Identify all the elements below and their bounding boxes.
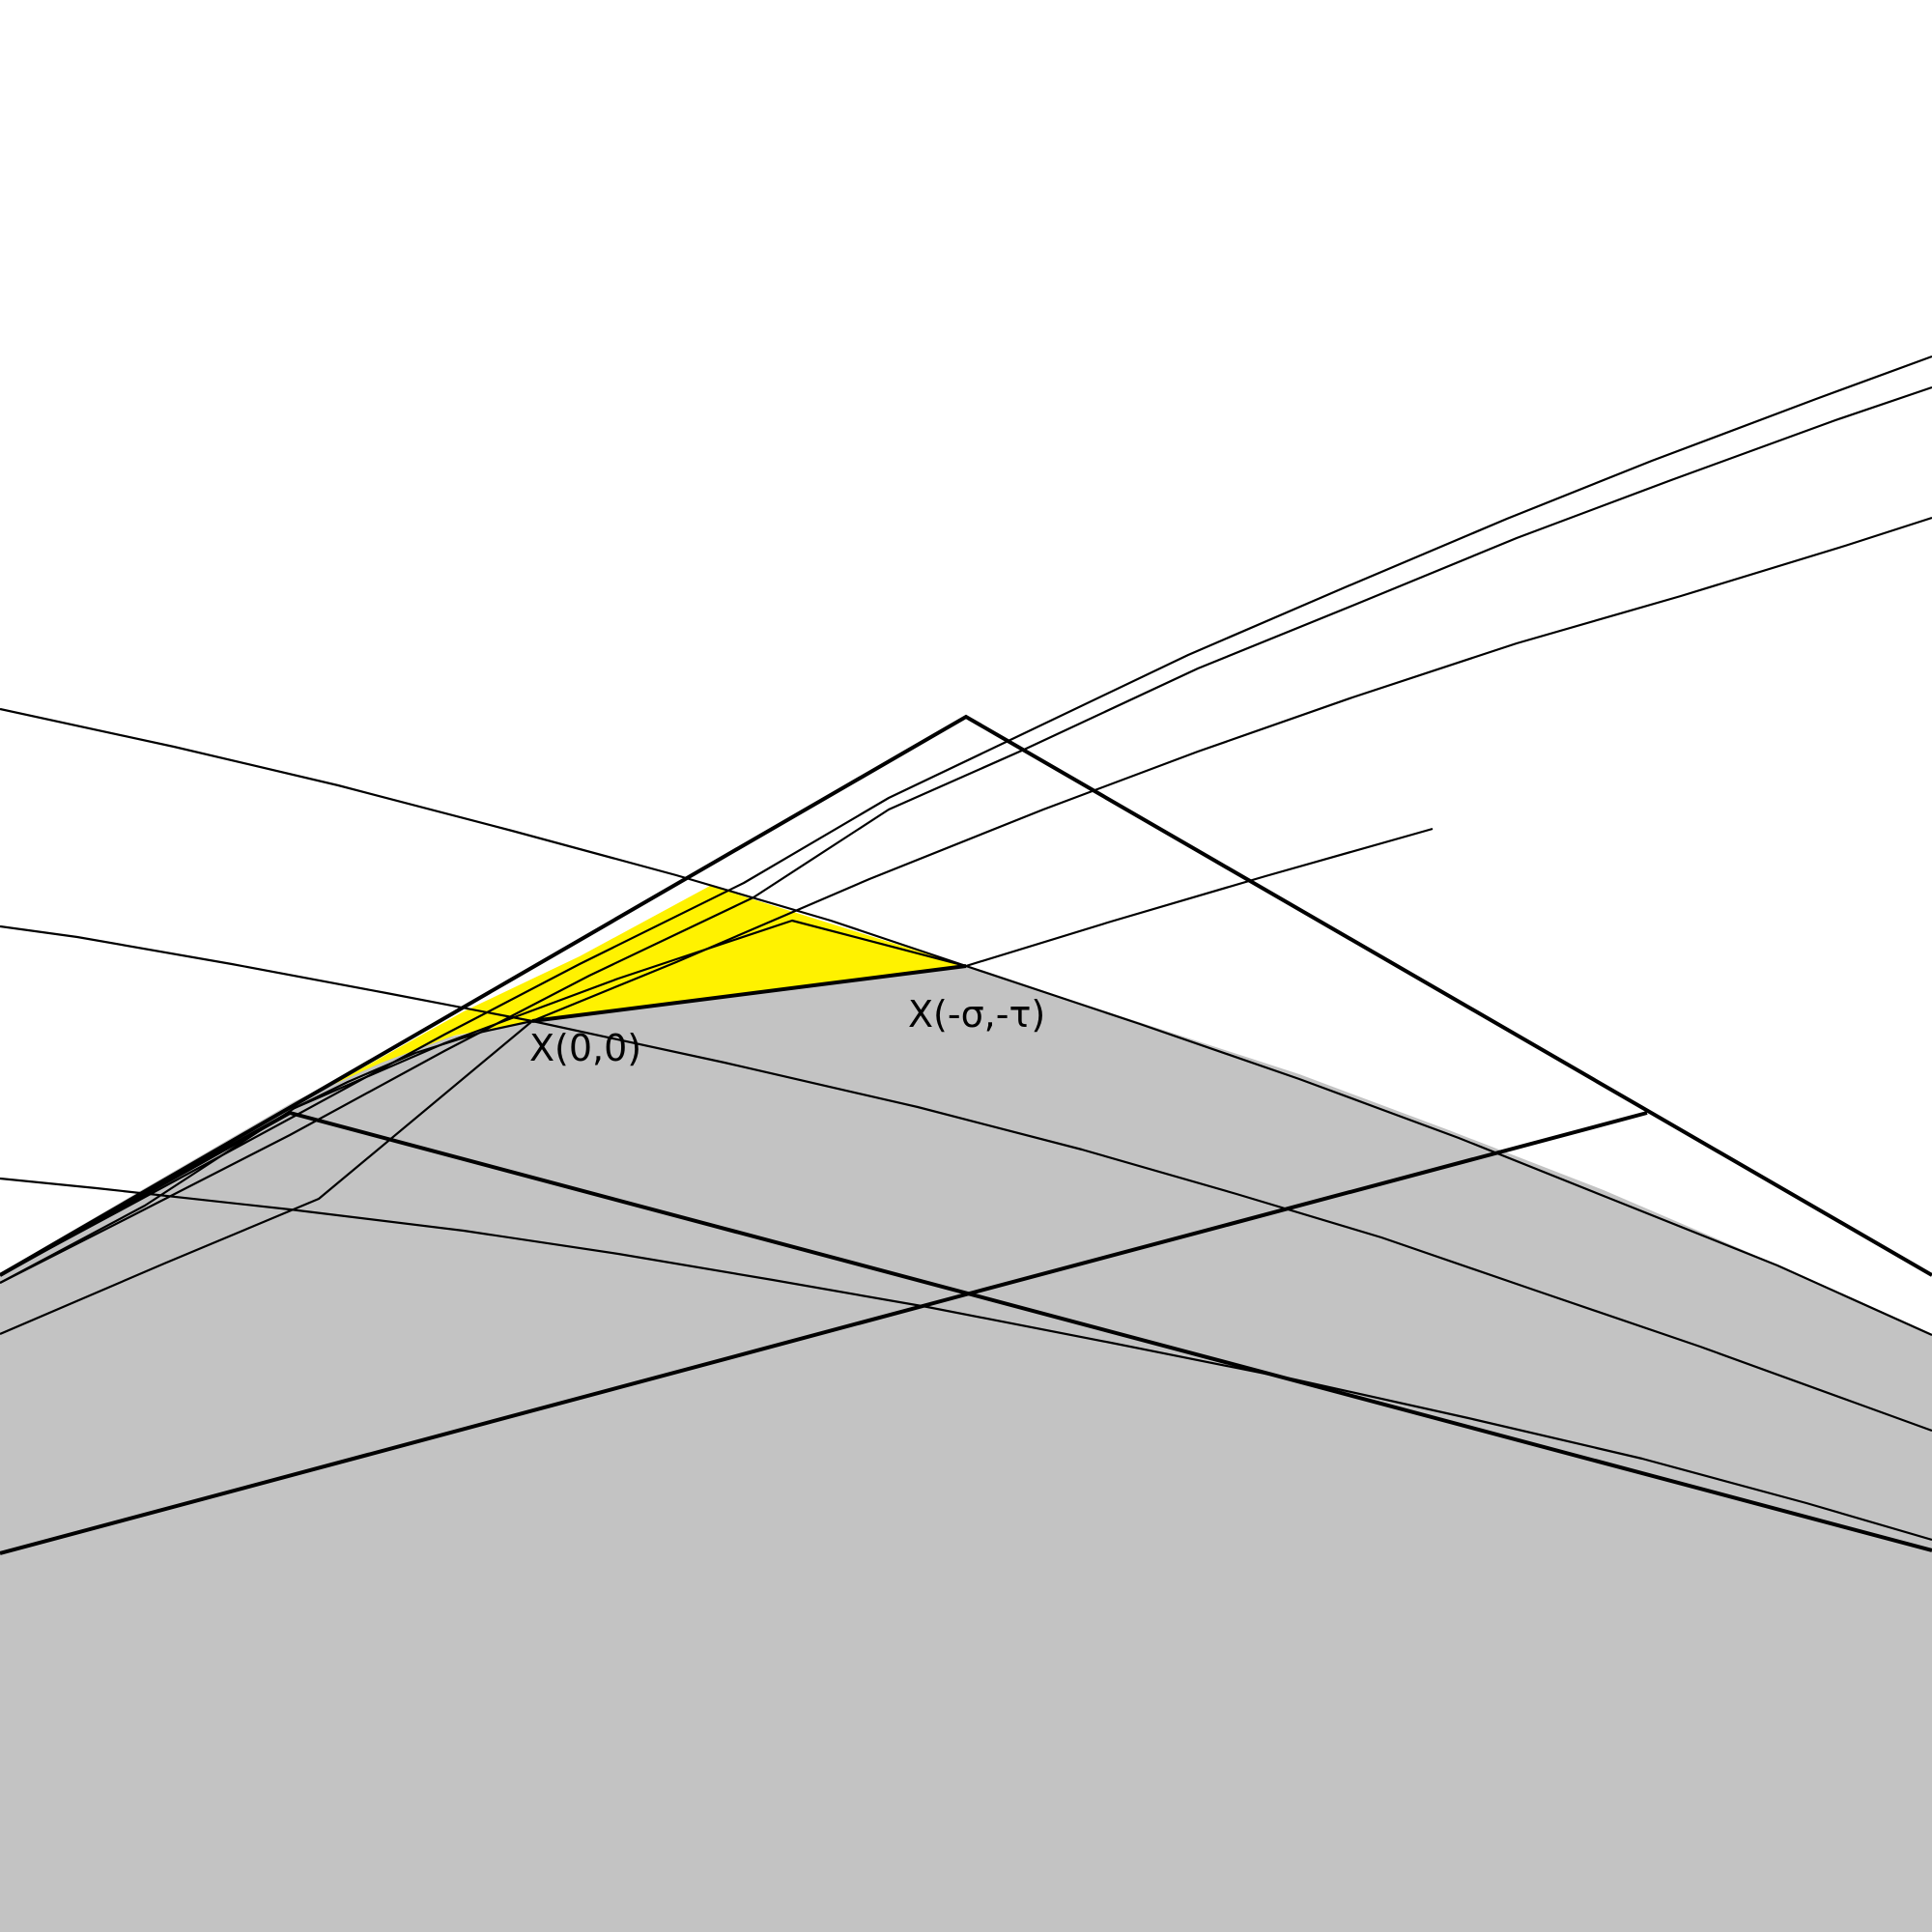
highlight-region <box>295 886 966 1106</box>
curve-ascending-2 <box>0 385 1932 1284</box>
frame-polyline <box>0 714 1932 1277</box>
curve-ascending-1 <box>0 355 1932 1276</box>
curve-descending-2 <box>0 924 1932 1433</box>
label-origin: X(0,0) <box>529 1027 641 1069</box>
label-shifted: X(-σ,-τ) <box>908 993 1045 1036</box>
apex-segment <box>531 964 967 1023</box>
curve-lower-left <box>294 1019 533 1109</box>
curve-ascending-3 <box>0 516 1932 1336</box>
cross-line <box>0 1111 1648 1555</box>
shaded-region <box>0 966 1932 1932</box>
lower-triangle-edges <box>0 1110 1932 1552</box>
curve-descending-3 <box>0 1177 1932 1542</box>
